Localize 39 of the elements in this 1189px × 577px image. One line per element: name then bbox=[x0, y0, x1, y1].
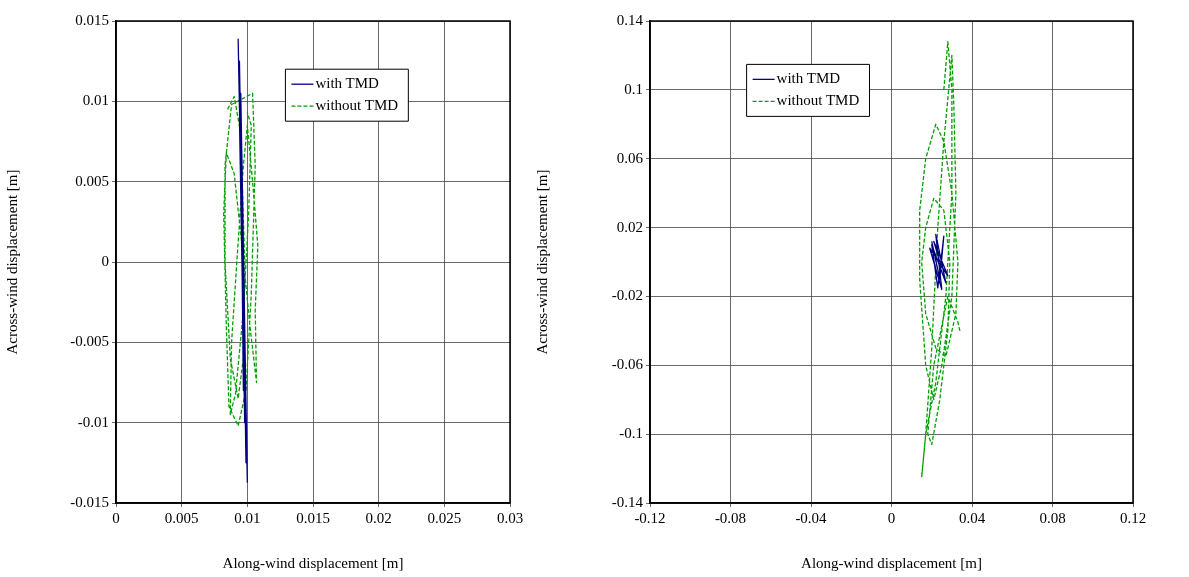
y-tick-label: 0 bbox=[101, 252, 109, 269]
x-tick-label: 0.04 bbox=[958, 509, 986, 526]
x-tick-label: 0.025 bbox=[427, 509, 462, 526]
y-tick-label: 0.01 bbox=[82, 92, 109, 109]
y-axis-title: Across-wind displacement [m] bbox=[3, 169, 20, 355]
y-tick-label: 0.06 bbox=[616, 149, 644, 166]
x-tick-label: 0 bbox=[887, 509, 896, 526]
legend-label: without TMD bbox=[315, 97, 399, 114]
x-tick-label: -0.04 bbox=[795, 509, 828, 526]
y-tick-label: 0.14 bbox=[616, 11, 644, 28]
y-tick-label: 0.015 bbox=[75, 11, 109, 28]
x-tick-label: 0 bbox=[112, 509, 120, 526]
x-tick-label: -0.12 bbox=[634, 509, 666, 526]
y-tick-label: -0.06 bbox=[611, 356, 644, 373]
x-tick-label: 0.12 bbox=[1119, 509, 1147, 526]
y-tick-label: -0.14 bbox=[611, 493, 644, 510]
x-axis-title: Along-wind displacement [m] bbox=[222, 554, 404, 571]
y-tick-label: -0.005 bbox=[70, 333, 109, 350]
x-tick-label: -0.08 bbox=[714, 509, 747, 526]
y-tick-label: 0.1 bbox=[624, 80, 643, 97]
y-tick-label: -0.02 bbox=[611, 287, 643, 304]
y-tick-label: 0.005 bbox=[75, 172, 109, 189]
x-tick-label: 0.08 bbox=[1039, 509, 1066, 526]
x-tick-label: 0.02 bbox=[365, 509, 392, 526]
line-series bbox=[223, 92, 259, 427]
y-tick-label: -0.1 bbox=[619, 425, 643, 442]
x-tick-label: 0.03 bbox=[496, 509, 524, 526]
legend-label: with TMD bbox=[776, 70, 841, 87]
x-tick-label: 0.005 bbox=[164, 509, 199, 526]
x-axis-title: Along-wind displacement [m] bbox=[801, 554, 982, 571]
legend-label: without TMD bbox=[776, 92, 860, 109]
line-series bbox=[919, 41, 961, 478]
y-tick-label: 0.02 bbox=[616, 218, 643, 235]
y-axis-title: Across-wind displacement [m] bbox=[533, 169, 550, 355]
legend-label: with TMD bbox=[315, 75, 380, 92]
y-tick-label: -0.01 bbox=[77, 413, 109, 430]
y-tick-label: -0.015 bbox=[70, 493, 109, 510]
x-tick-label: 0.015 bbox=[296, 509, 330, 526]
x-tick-label: 0.01 bbox=[234, 509, 261, 526]
